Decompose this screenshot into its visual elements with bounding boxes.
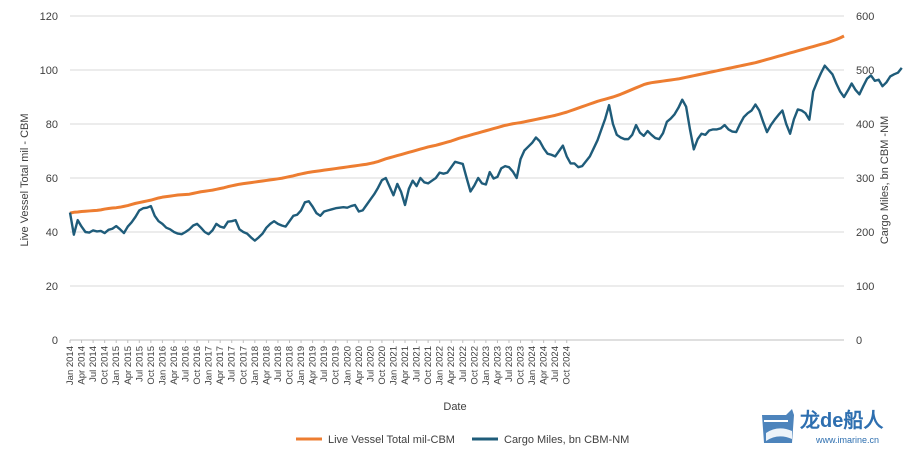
x-tick-label: Jan 2017: [204, 346, 215, 385]
y-right-tick-label: 100: [856, 281, 874, 293]
legend: Live Vessel Total mil-CBM Cargo Miles, b…: [296, 434, 629, 446]
x-tick-label: Jan 2021: [388, 346, 399, 385]
right-axis-ticks: 0 100 200 300 400 500 600: [856, 11, 874, 347]
x-tick-label: Apr 2019: [308, 346, 319, 385]
x-tick-label: Jul 2014: [88, 346, 99, 382]
y-right-tick-label: 300: [856, 173, 874, 185]
y-right-tick-label: 500: [856, 65, 874, 77]
x-tick-label: Jul 2019: [319, 346, 330, 382]
x-tick-label: Jan 2020: [342, 346, 353, 385]
x-tick-label: Oct 2022: [469, 346, 480, 385]
x-tick-label: Oct 2024: [562, 346, 573, 385]
x-axis-title: Date: [443, 401, 466, 413]
series-lines: [68, 34, 903, 242]
y-right-tick-label: 600: [856, 11, 874, 23]
x-tick-label: Apr 2023: [492, 346, 503, 385]
x-tick-label: Jan 2022: [435, 346, 446, 385]
x-tick-label: Apr 2021: [400, 346, 411, 385]
watermark-brand: 龙de船人: [800, 408, 884, 432]
x-tick-label: Jul 2020: [365, 346, 376, 382]
y-axis-right-title: Cargo Miles, bn CBM -NM: [879, 116, 891, 244]
x-tick-label: Jul 2024: [550, 346, 561, 382]
x-tick-label: Oct 2015: [146, 346, 157, 385]
x-tick-label: Apr 2024: [539, 346, 550, 385]
x-tick-label: Jan 2016: [157, 346, 168, 385]
ship-icon: [762, 409, 794, 443]
x-tick-label: Apr 2014: [77, 346, 88, 385]
x-tick-label: Jul 2018: [273, 346, 284, 382]
x-tick-label: Jul 2015: [134, 346, 145, 382]
x-tick-label: Apr 2015: [123, 346, 134, 385]
x-tick-label: Oct 2023: [516, 346, 527, 385]
x-tick-label: Oct 2018: [284, 346, 295, 385]
y-right-tick-label: 400: [856, 119, 874, 131]
y-left-tick-label: 100: [40, 65, 58, 77]
x-tick-label: Apr 2020: [354, 346, 365, 385]
x-tick-label: Apr 2018: [261, 346, 272, 385]
watermark-logo: 龙de船人 www.imarine.cn: [762, 408, 884, 445]
x-tick-label: Jul 2017: [227, 346, 238, 382]
x-axis-ticks: Jan 2014 Apr 2014 Jul 2014 Oct 2014 Jan 2015…: [65, 340, 573, 385]
legend-label-cargo: Cargo Miles, bn CBM-NM: [504, 434, 629, 446]
y-left-tick-label: 80: [46, 119, 58, 131]
legend-label-vessel: Live Vessel Total mil-CBM: [328, 434, 455, 446]
y-right-tick-label: 200: [856, 227, 874, 239]
x-tick-label: Apr 2016: [169, 346, 180, 385]
x-tick-label: Jan 2014: [65, 346, 76, 385]
x-tick-label: Oct 2019: [331, 346, 342, 385]
x-tick-label: Oct 2021: [423, 346, 434, 385]
x-tick-label: Jul 2022: [458, 346, 469, 382]
x-tick-label: Jul 2023: [504, 346, 515, 382]
watermark-url: www.imarine.cn: [815, 435, 879, 445]
y-left-tick-label: 0: [52, 335, 58, 347]
x-tick-label: Oct 2014: [100, 346, 111, 385]
x-tick-label: Jan 2015: [111, 346, 122, 385]
series-line-cargo-miles: [68, 64, 903, 242]
y-left-tick-label: 120: [40, 11, 58, 23]
x-tick-label: Oct 2020: [377, 346, 388, 385]
y-left-tick-label: 20: [46, 281, 58, 293]
x-tick-label: Apr 2017: [215, 346, 226, 385]
x-tick-label: Jan 2018: [250, 346, 261, 385]
left-axis-ticks: 0 20 40 60 80 100 120: [40, 11, 58, 347]
y-left-tick-label: 60: [46, 173, 58, 185]
x-tick-label: Oct 2016: [192, 346, 203, 385]
gridlines: [70, 15, 844, 341]
y-right-tick-label: 0: [856, 335, 862, 347]
x-tick-label: Jan 2024: [527, 346, 538, 385]
series-line-live-vessel-total: [69, 34, 845, 215]
x-tick-label: Jan 2023: [481, 346, 492, 385]
y-left-tick-label: 40: [46, 227, 58, 239]
x-tick-label: Oct 2017: [238, 346, 249, 385]
x-tick-label: Apr 2022: [446, 346, 457, 385]
x-tick-label: Jan 2019: [296, 346, 307, 385]
x-tick-label: Jul 2021: [412, 346, 423, 382]
x-tick-label: Jul 2016: [181, 346, 192, 382]
y-axis-left-title: Live Vessel Total mil - CBM: [19, 113, 31, 246]
